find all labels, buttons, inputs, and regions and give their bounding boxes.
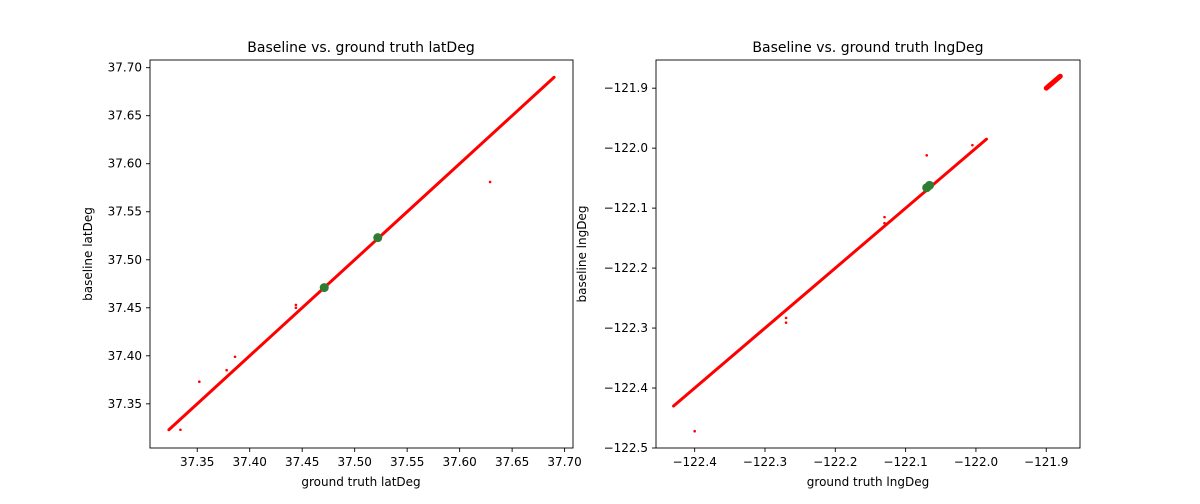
lng-outlier-point xyxy=(925,154,929,157)
lng-points-cluster xyxy=(1043,73,1063,91)
lng-outlier-point xyxy=(883,215,886,219)
lat-y-tick-label: 37.40 xyxy=(108,349,142,363)
lng-x-tick-label: −122.0 xyxy=(954,455,998,469)
lat-highlight-point xyxy=(373,233,383,243)
lat-x-tick-label: 37.70 xyxy=(547,455,581,469)
lat-outlier-point xyxy=(294,306,298,310)
lat-scatter-panel: Baseline vs. ground truth latDeg ground … xyxy=(81,40,582,489)
lng-outlier-point xyxy=(883,221,886,225)
lng-y-tick-label: −122.5 xyxy=(604,441,648,455)
lng-y-tick-label: −122.4 xyxy=(604,381,648,395)
lat-outlier-point xyxy=(294,303,298,307)
lng-y-tick-label: −122.1 xyxy=(604,201,648,215)
lng-chart-title: Baseline vs. ground truth lngDeg xyxy=(752,40,983,56)
lat-y-tick-label: 37.60 xyxy=(108,157,142,171)
lat-outlier-point xyxy=(198,380,201,384)
lat-x-tick-label: 37.55 xyxy=(390,455,424,469)
lng-x-tick-label: −121.9 xyxy=(1024,455,1068,469)
lat-highlight-point xyxy=(319,283,329,293)
lat-y-tick-label: 37.55 xyxy=(108,205,142,219)
lat-x-tick-label: 37.40 xyxy=(233,455,267,469)
lng-outlier-point xyxy=(784,316,788,320)
lng-x-tick-label: −122.2 xyxy=(813,455,857,469)
lat-y-axis-label: baseline latDeg xyxy=(81,207,95,301)
lat-y-tick-label: 37.50 xyxy=(108,253,142,267)
lat-y-tick-label: 37.35 xyxy=(108,397,142,411)
lat-x-tick-label: 37.65 xyxy=(495,455,529,469)
lng-scatter-panel: Baseline vs. ground truth lngDeg ground … xyxy=(575,40,1081,489)
lat-y-tick-label: 37.45 xyxy=(108,301,142,315)
lng-y-tick-label: −121.9 xyxy=(604,81,648,95)
lng-x-tick-label: −122.4 xyxy=(672,455,716,469)
lat-x-tick-label: 37.60 xyxy=(442,455,476,469)
lng-y-tick-label: −122.0 xyxy=(604,141,648,155)
lat-outlier-point xyxy=(225,368,228,372)
lng-outlier-point xyxy=(784,321,788,324)
lat-y-tick-label: 37.65 xyxy=(108,109,142,123)
lng-x-tick-label: −122.3 xyxy=(743,455,787,469)
lng-x-axis-label: ground truth lngDeg xyxy=(807,475,929,489)
lng-y-tick-label: −122.2 xyxy=(604,261,648,275)
lng-outlier-point xyxy=(693,429,696,433)
lat-y-tick-label: 37.70 xyxy=(108,61,142,75)
lng-plot-frame xyxy=(655,59,1081,449)
lng-x-tick-label: −122.1 xyxy=(883,455,927,469)
lng-highlight-point xyxy=(925,180,935,190)
lat-points-diagonal xyxy=(167,75,556,432)
lat-x-tick-label: 37.45 xyxy=(285,455,319,469)
lat-x-tick-label: 37.35 xyxy=(180,455,214,469)
lat-x-axis-label: ground truth latDeg xyxy=(301,475,420,489)
lat-outlier-point xyxy=(488,180,492,184)
lat-x-tick-label: 37.50 xyxy=(337,455,371,469)
lng-y-axis-label: baseline lngDeg xyxy=(575,206,589,303)
lat-chart-title: Baseline vs. ground truth latDeg xyxy=(247,40,474,56)
lat-plot-frame xyxy=(149,59,574,449)
lng-outlier-point xyxy=(971,143,974,147)
lat-outlier-point xyxy=(179,428,182,432)
lng-points-diagonal xyxy=(672,137,988,408)
lng-y-tick-label: −122.3 xyxy=(604,321,648,335)
lat-outlier-point xyxy=(233,355,237,359)
